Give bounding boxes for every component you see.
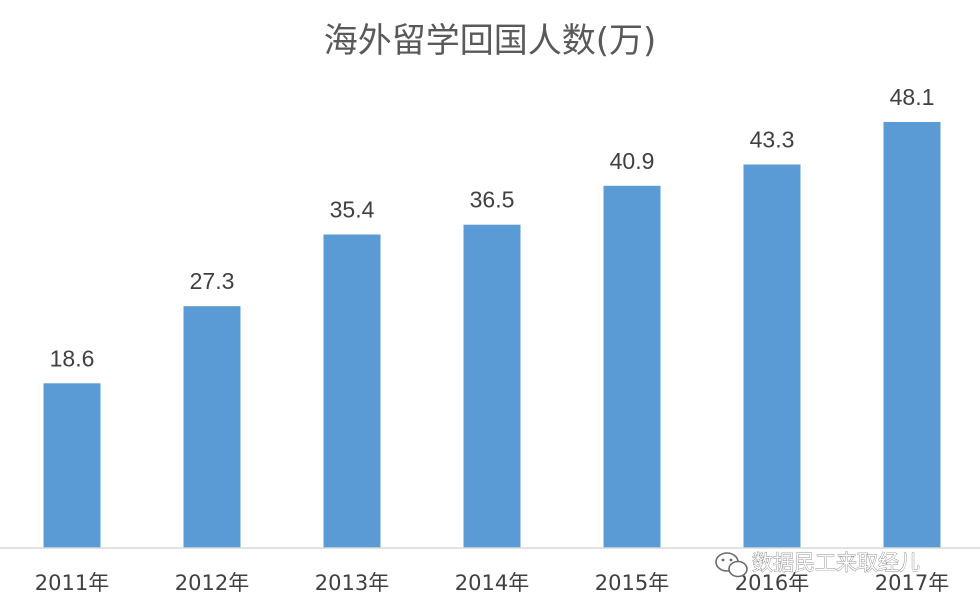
bar-2012年 xyxy=(183,306,241,548)
data-label-2014年: 36.5 xyxy=(470,187,515,213)
bar-2013年 xyxy=(323,234,381,548)
x-tick-2014年: 2014年 xyxy=(455,571,529,595)
x-tick-2013年: 2013年 xyxy=(315,571,389,595)
data-label-2015年: 40.9 xyxy=(610,148,655,174)
data-label-2012年: 27.3 xyxy=(190,268,235,294)
wechat-icon xyxy=(715,552,748,578)
bar-2011年 xyxy=(43,383,101,548)
bar-2014年 xyxy=(463,224,521,548)
data-labels-group: 18.6 27.3 35.4 36.5 40.9 43.3 48.1 xyxy=(50,84,935,371)
data-label-2011年: 18.6 xyxy=(50,345,95,371)
x-tick-2016年: 2016年 xyxy=(735,571,809,595)
watermark-text: 数据民工来取经儿 xyxy=(752,551,920,575)
data-label-2016年: 43.3 xyxy=(750,127,795,153)
bar-2016年 xyxy=(743,164,801,548)
x-tick-labels-group: 2011年 2012年 2013年 2014年 2015年 2016年 2017年 xyxy=(35,571,949,595)
data-label-2017年: 48.1 xyxy=(890,84,935,110)
x-tick-2011年: 2011年 xyxy=(35,571,109,595)
bar-2015年 xyxy=(603,185,661,549)
bars-group xyxy=(43,122,941,549)
x-tick-2017年: 2017年 xyxy=(875,571,949,595)
chart-title: 海外留学回国人数(万) xyxy=(324,21,657,61)
watermark: 数据民工来取经儿 xyxy=(715,551,920,578)
x-tick-2015年: 2015年 xyxy=(595,571,669,595)
x-tick-2012年: 2012年 xyxy=(175,571,249,595)
data-label-2013年: 35.4 xyxy=(330,197,375,223)
bar-2017年 xyxy=(883,122,941,548)
